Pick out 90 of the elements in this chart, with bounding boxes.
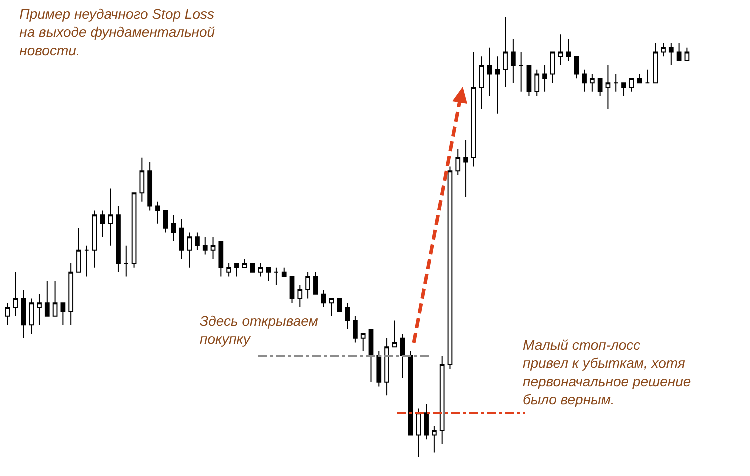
candlestick bbox=[52, 280, 58, 317]
candlestick bbox=[202, 236, 208, 256]
candlestick bbox=[582, 69, 587, 92]
candlestick bbox=[503, 16, 508, 88]
candlestick bbox=[424, 404, 429, 440]
candlestick bbox=[226, 263, 232, 278]
candlestick bbox=[140, 157, 145, 202]
candlestick bbox=[76, 228, 82, 273]
candlestick bbox=[210, 236, 216, 260]
candlestick bbox=[258, 263, 264, 278]
candlestick bbox=[440, 355, 445, 444]
candlestick bbox=[250, 263, 256, 273]
candlestick bbox=[218, 241, 224, 278]
candlestick bbox=[464, 140, 468, 198]
candlestick bbox=[60, 302, 66, 326]
candlestick bbox=[542, 64, 548, 92]
candlestick bbox=[400, 333, 406, 378]
ref-line-label: Малый стоп-лосс привел к убыткам, хотя первоначальное решение было верным. bbox=[523, 337, 692, 408]
candlestick bbox=[534, 69, 540, 97]
candlestick bbox=[84, 245, 90, 278]
text: Пример неудачного Stop Loss на выходе фундаментальной новости. bbox=[20, 6, 216, 58]
candlestick bbox=[242, 258, 248, 268]
candlestick bbox=[368, 329, 374, 383]
candlestick bbox=[68, 263, 74, 326]
candlestick bbox=[266, 267, 271, 282]
candlestick bbox=[676, 42, 682, 62]
candlestick bbox=[306, 272, 310, 300]
candlestick bbox=[637, 74, 642, 84]
candlestick bbox=[345, 302, 350, 330]
candlestick bbox=[124, 245, 129, 278]
candlestick bbox=[668, 42, 674, 66]
candlestick bbox=[44, 280, 50, 317]
candlestick bbox=[598, 78, 603, 97]
candlestick bbox=[156, 201, 160, 224]
candlestick bbox=[337, 298, 342, 312]
candlestick bbox=[495, 56, 500, 114]
candlestick bbox=[479, 56, 484, 110]
candlestick bbox=[384, 338, 390, 396]
candlestick bbox=[550, 52, 556, 84]
candlestick bbox=[590, 74, 595, 92]
candlestick bbox=[526, 64, 532, 97]
candlestick bbox=[614, 74, 619, 92]
candlestick bbox=[622, 82, 626, 97]
candlestick bbox=[408, 351, 414, 436]
candlestick bbox=[37, 294, 42, 326]
ref-line-label: Здесь открываем покупку bbox=[200, 313, 319, 348]
candlestick bbox=[116, 206, 121, 273]
candlestick bbox=[163, 210, 168, 234]
candlestick bbox=[360, 333, 366, 352]
candlestick bbox=[171, 214, 176, 242]
candlestick bbox=[298, 285, 303, 308]
candlestick bbox=[416, 408, 422, 458]
candlestick bbox=[132, 192, 137, 268]
candlestick bbox=[566, 38, 572, 62]
candlestick bbox=[329, 298, 334, 317]
candlestick bbox=[187, 232, 192, 268]
candlestick bbox=[353, 316, 358, 344]
candlestick bbox=[558, 34, 564, 66]
candlestick bbox=[21, 289, 26, 339]
candlestick bbox=[376, 351, 382, 388]
candlestick bbox=[629, 78, 634, 92]
candlestick bbox=[661, 42, 666, 58]
candlestick bbox=[574, 56, 580, 80]
candlestick bbox=[321, 289, 326, 308]
candlestick bbox=[100, 210, 106, 238]
candlestick bbox=[653, 42, 658, 84]
candlestick bbox=[487, 47, 492, 97]
candlestick bbox=[448, 166, 453, 370]
candlestick bbox=[5, 302, 10, 326]
candlestick bbox=[282, 267, 287, 278]
candlestick bbox=[13, 272, 18, 317]
candlestick bbox=[29, 298, 34, 334]
candlestick bbox=[92, 210, 98, 268]
candlestick bbox=[195, 232, 200, 251]
candlestick bbox=[290, 276, 295, 304]
candlestick bbox=[606, 64, 611, 110]
candlestick bbox=[234, 263, 240, 278]
candlestick bbox=[432, 426, 437, 454]
candlestick bbox=[392, 320, 398, 348]
candlestick bbox=[472, 52, 476, 168]
candlestick bbox=[274, 267, 279, 286]
candlestick bbox=[148, 162, 153, 212]
candlestick bbox=[518, 52, 524, 92]
candlestick bbox=[510, 38, 516, 84]
candlestick bbox=[456, 148, 461, 176]
candlestick bbox=[179, 219, 184, 260]
candlestick bbox=[684, 47, 690, 62]
candlestick bbox=[645, 69, 650, 84]
candlestick bbox=[108, 188, 114, 246]
candlestick bbox=[314, 272, 318, 295]
